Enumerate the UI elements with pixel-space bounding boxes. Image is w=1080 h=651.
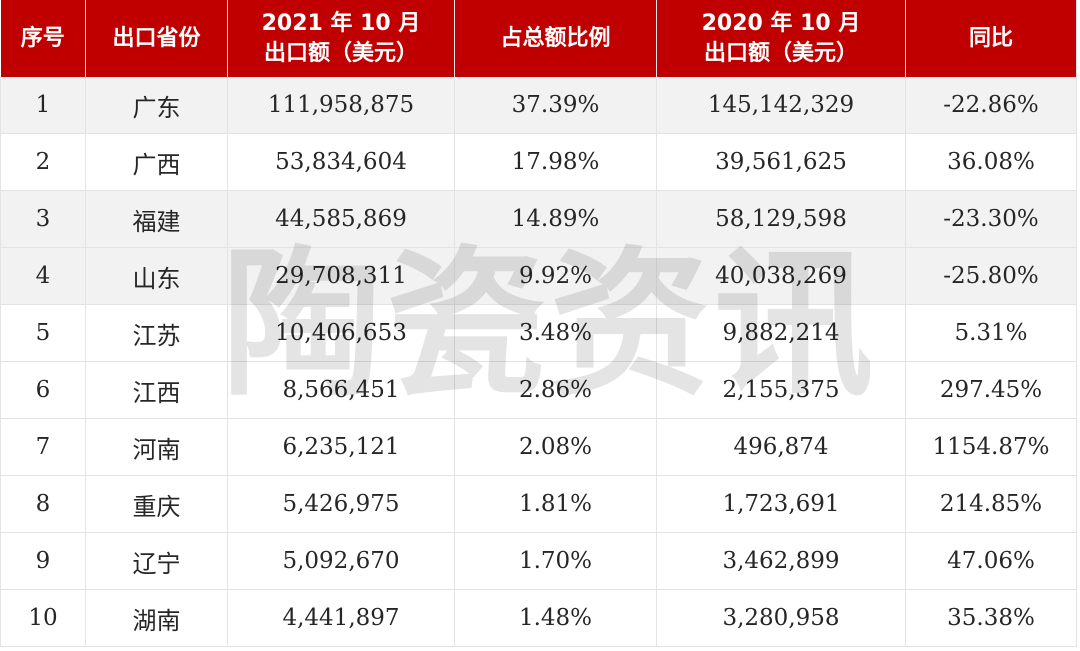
- table-row: 5 江苏 10,406,653 3.48% 9,882,214 5.31%: [0, 304, 1077, 362]
- cell-share: 2.08%: [454, 418, 657, 476]
- table-row: 8 重庆 5,426,975 1.81% 1,723,691 214.85%: [0, 475, 1077, 533]
- cell-export-2021: 53,834,604: [227, 133, 455, 191]
- cell-yoy: -22.86%: [905, 77, 1077, 134]
- cell-province: 江西: [85, 361, 228, 419]
- cell-rank: 5: [0, 304, 86, 362]
- cell-export-2020: 9,882,214: [656, 304, 906, 362]
- table-row: 3 福建 44,585,869 14.89% 58,129,598 -23.30…: [0, 190, 1077, 248]
- table-header-row: 序号 出口省份 2021 年 10 月 出口额（美元） 占总额比例 2020 年…: [0, 0, 1077, 77]
- cell-province: 广东: [85, 77, 228, 134]
- header-rank: 序号: [0, 0, 86, 77]
- cell-rank: 2: [0, 133, 86, 191]
- cell-province: 重庆: [85, 475, 228, 533]
- cell-export-2021: 10,406,653: [227, 304, 455, 362]
- cell-province: 广西: [85, 133, 228, 191]
- cell-yoy: -25.80%: [905, 247, 1077, 305]
- cell-yoy: 5.31%: [905, 304, 1077, 362]
- cell-yoy: 214.85%: [905, 475, 1077, 533]
- cell-share: 37.39%: [454, 77, 657, 134]
- cell-yoy: 297.45%: [905, 361, 1077, 419]
- cell-share: 3.48%: [454, 304, 657, 362]
- table-row: 1 广东 111,958,875 37.39% 145,142,329 -22.…: [0, 77, 1077, 134]
- cell-share: 2.86%: [454, 361, 657, 419]
- cell-rank: 8: [0, 475, 86, 533]
- table-row: 9 辽宁 5,092,670 1.70% 3,462,899 47.06%: [0, 532, 1077, 590]
- cell-export-2020: 58,129,598: [656, 190, 906, 248]
- cell-share: 17.98%: [454, 133, 657, 191]
- cell-rank: 1: [0, 77, 86, 134]
- cell-rank: 10: [0, 589, 86, 647]
- cell-rank: 7: [0, 418, 86, 476]
- cell-export-2020: 145,142,329: [656, 77, 906, 134]
- cell-share: 9.92%: [454, 247, 657, 305]
- cell-share: 1.48%: [454, 589, 657, 647]
- cell-export-2021: 5,092,670: [227, 532, 455, 590]
- cell-share: 1.70%: [454, 532, 657, 590]
- cell-export-2020: 496,874: [656, 418, 906, 476]
- cell-share: 1.81%: [454, 475, 657, 533]
- cell-export-2020: 3,280,958: [656, 589, 906, 647]
- cell-province: 福建: [85, 190, 228, 248]
- table-row: 10 湖南 4,441,897 1.48% 3,280,958 35.38%: [0, 589, 1077, 647]
- cell-export-2021: 6,235,121: [227, 418, 455, 476]
- cell-yoy: 36.08%: [905, 133, 1077, 191]
- header-share: 占总额比例: [454, 0, 657, 77]
- cell-province: 山东: [85, 247, 228, 305]
- cell-province: 湖南: [85, 589, 228, 647]
- cell-export-2021: 5,426,975: [227, 475, 455, 533]
- table-row: 7 河南 6,235,121 2.08% 496,874 1154.87%: [0, 418, 1077, 476]
- cell-province: 辽宁: [85, 532, 228, 590]
- cell-province: 江苏: [85, 304, 228, 362]
- cell-export-2020: 1,723,691: [656, 475, 906, 533]
- cell-yoy: -23.30%: [905, 190, 1077, 248]
- cell-export-2021: 29,708,311: [227, 247, 455, 305]
- cell-export-2020: 2,155,375: [656, 361, 906, 419]
- cell-yoy: 1154.87%: [905, 418, 1077, 476]
- cell-export-2021: 8,566,451: [227, 361, 455, 419]
- header-yoy: 同比: [905, 0, 1077, 77]
- cell-export-2020: 3,462,899: [656, 532, 906, 590]
- header-export-2021: 2021 年 10 月 出口额（美元）: [227, 0, 455, 77]
- cell-export-2021: 44,585,869: [227, 190, 455, 248]
- cell-rank: 3: [0, 190, 86, 248]
- table-row: 4 山东 29,708,311 9.92% 40,038,269 -25.80%: [0, 247, 1077, 305]
- cell-export-2021: 4,441,897: [227, 589, 455, 647]
- cell-yoy: 35.38%: [905, 589, 1077, 647]
- cell-rank: 9: [0, 532, 86, 590]
- cell-share: 14.89%: [454, 190, 657, 248]
- cell-export-2020: 39,561,625: [656, 133, 906, 191]
- cell-rank: 4: [0, 247, 86, 305]
- table-row: 6 江西 8,566,451 2.86% 2,155,375 297.45%: [0, 361, 1077, 419]
- cell-export-2021: 111,958,875: [227, 77, 455, 134]
- cell-rank: 6: [0, 361, 86, 419]
- table-row: 2 广西 53,834,604 17.98% 39,561,625 36.08%: [0, 133, 1077, 191]
- header-province: 出口省份: [85, 0, 228, 77]
- cell-export-2020: 40,038,269: [656, 247, 906, 305]
- cell-yoy: 47.06%: [905, 532, 1077, 590]
- cell-province: 河南: [85, 418, 228, 476]
- header-export-2020: 2020 年 10 月 出口额（美元）: [656, 0, 906, 77]
